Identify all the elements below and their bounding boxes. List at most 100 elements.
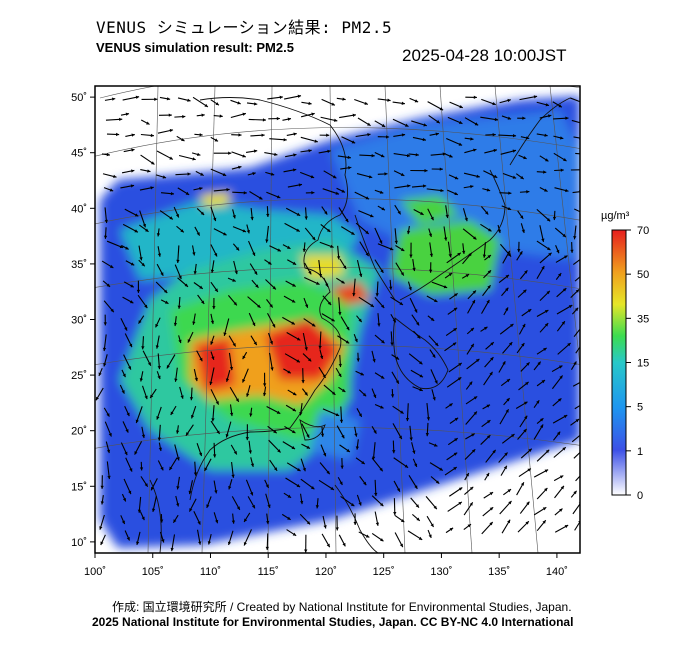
wind-vector-head (326, 543, 330, 548)
wind-vector-head (216, 430, 220, 434)
wind-vector-head (406, 230, 411, 235)
wind-vector-head (408, 286, 412, 291)
wind-vector-head (392, 318, 396, 323)
wind-vector-head (310, 175, 315, 179)
wind-vector-head (227, 541, 232, 546)
wind-vector-head (169, 216, 173, 220)
wind-vector-head (296, 228, 300, 232)
wind-vector-head (367, 133, 371, 137)
wind-vector-head (471, 449, 476, 453)
wind-vector-head (588, 153, 591, 156)
wind-vector-head (339, 419, 344, 423)
wind-vector-head (273, 467, 278, 471)
wind-vector-head (209, 381, 213, 385)
wind-vector-head (320, 433, 325, 437)
wind-vector-head (525, 136, 530, 140)
wind-vector-head (340, 465, 344, 469)
wind-vector-head (559, 375, 563, 379)
wind-vector-head (489, 371, 493, 376)
wind-vector-head (198, 452, 203, 457)
wind-vector-head (373, 430, 377, 434)
wind-vector-head (137, 509, 142, 513)
wind-vector-head (412, 267, 416, 272)
wind-vector-head (448, 253, 452, 258)
wind-vector-head (106, 152, 110, 157)
wind-vector-head (229, 366, 234, 371)
wind-vector-head (581, 324, 584, 327)
wind-vector-head (380, 538, 384, 542)
wind-vector-head (354, 338, 358, 343)
wind-vector-head (304, 392, 308, 396)
wind-vector-head (174, 378, 178, 382)
wind-vector-head (135, 95, 140, 99)
wind-vector-head (178, 275, 182, 280)
wind-vector-head (302, 248, 306, 252)
wind-vector-head (242, 379, 246, 383)
wind-vector-head (442, 152, 446, 156)
wind-vector-head (454, 293, 458, 297)
wind-vector-head (138, 320, 142, 324)
wind-vector-head (126, 537, 130, 541)
wind-vector-head (106, 283, 111, 287)
wind-vector-head (372, 358, 376, 363)
wind-vector-head (338, 312, 342, 316)
colorbar-tick-label: 35 (637, 313, 649, 325)
wind-vector-head (505, 409, 509, 413)
wind-vector-head (229, 412, 234, 417)
wind-vector-head (212, 306, 216, 310)
wind-vector-head (214, 288, 218, 292)
wind-vector-head (323, 525, 327, 529)
wind-vector-head (219, 114, 223, 118)
y-tick-label: 10˚ (71, 537, 87, 549)
wind-vector-head (147, 169, 151, 173)
wind-vector-head (476, 174, 480, 178)
wind-vector-head (552, 216, 557, 221)
wind-vector-head (292, 392, 297, 396)
wind-vector-head (525, 381, 529, 386)
wind-vector-head (486, 435, 491, 439)
wind-vector-head (128, 490, 132, 495)
colorbar-ticks: 70 50 35 15 5 1 0 (626, 225, 649, 502)
wind-vector-head (332, 175, 337, 179)
wind-vector-head (484, 211, 489, 215)
graticule-lon-135 (494, 86, 539, 553)
wind-vector-head (243, 191, 247, 195)
wind-vector-head (467, 524, 472, 528)
wind-vector-head (432, 396, 436, 401)
wind-vector-head (104, 219, 108, 224)
wind-vector-head (380, 269, 384, 273)
wind-vector-head (358, 502, 362, 506)
wind-vector-head (524, 401, 528, 405)
wind-vector-head (367, 122, 371, 126)
wind-vector-head (526, 362, 530, 366)
wind-vector-head (176, 486, 180, 490)
wind-vector-head (246, 393, 250, 397)
wind-vector-head (336, 256, 341, 260)
wind-vector-head (235, 247, 240, 251)
wind-vector-head (537, 361, 541, 366)
wind-vector-head (454, 417, 459, 421)
wind-vector-head (351, 231, 355, 235)
wind-vector-head (433, 443, 438, 447)
x-tick-label: 140˚ (546, 566, 568, 578)
wind-vector-head (560, 485, 564, 490)
wind-vector-head (395, 356, 400, 360)
wind-vector-head (341, 189, 345, 193)
wind-vector-head (257, 304, 261, 308)
colorbar-tick-label: 70 (637, 225, 649, 237)
wind-vector-head (536, 400, 540, 404)
wind-vector-head (214, 138, 219, 142)
wind-vector-head (226, 188, 230, 192)
wind-vector-head (558, 365, 563, 369)
wind-vector-head (541, 380, 545, 384)
wind-vector-head (525, 521, 529, 525)
wind-vector-head (565, 188, 569, 193)
wind-vector-head (465, 274, 470, 278)
wind-vector-head (231, 474, 235, 478)
wind-vector-head (488, 228, 492, 232)
title-english: VENUS simulation result: PM2.5 (96, 40, 294, 55)
wind-vector-head (279, 95, 283, 99)
title-japanese: VENUS シミュレーション結果: PM2.5 (96, 18, 393, 37)
wind-vector-head (253, 341, 257, 346)
wind-vector-head (482, 254, 487, 258)
